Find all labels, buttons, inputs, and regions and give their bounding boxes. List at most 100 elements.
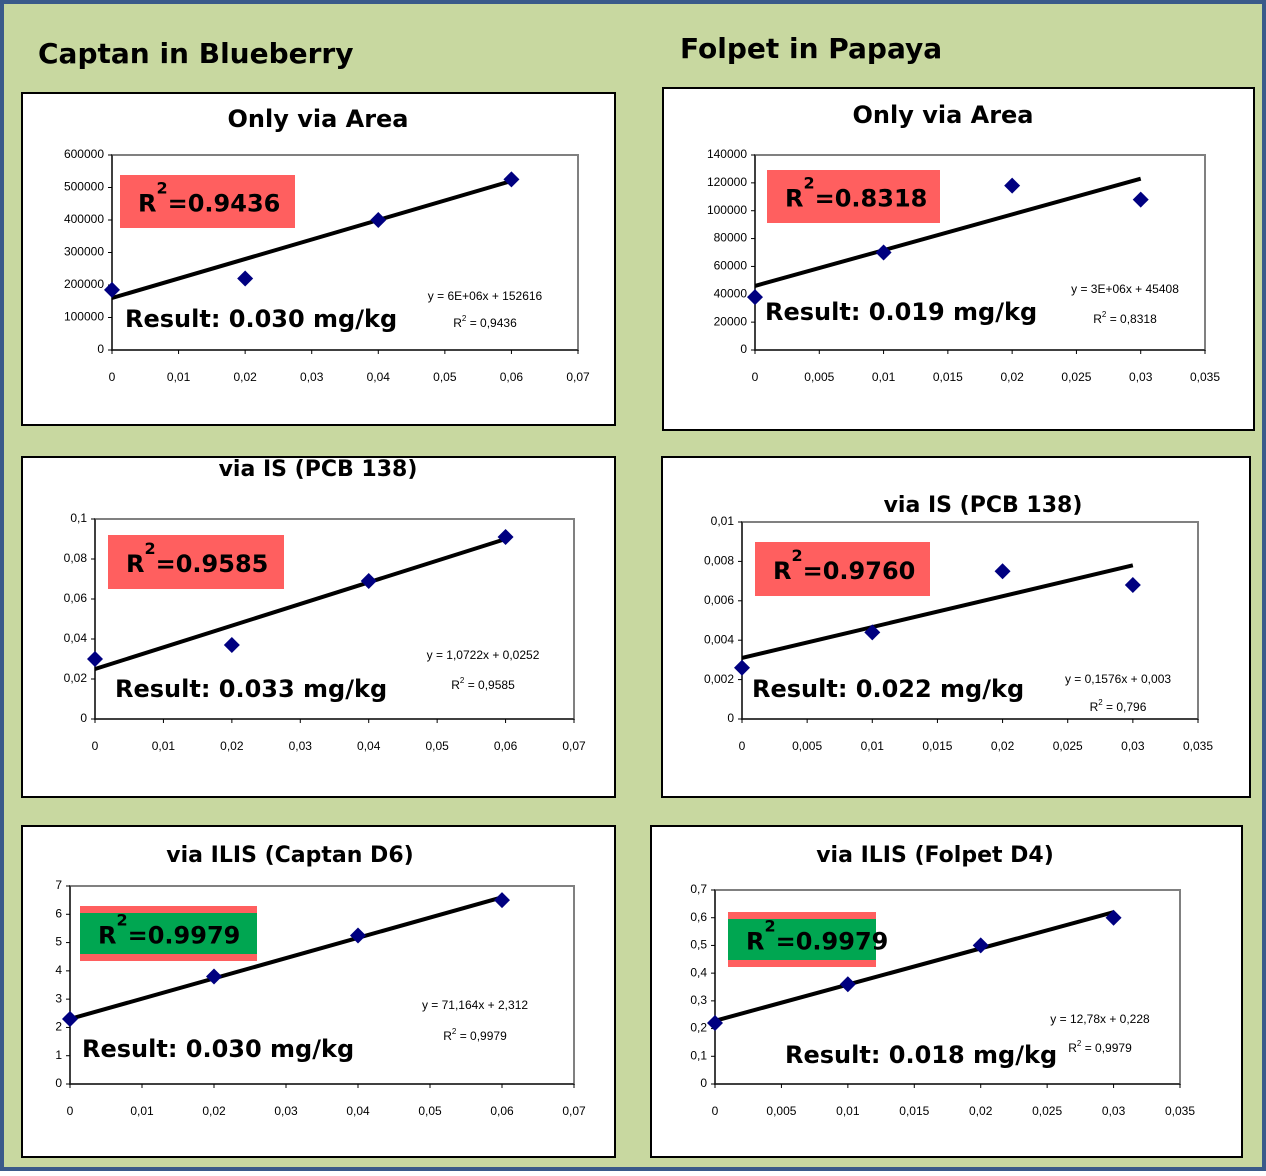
y-tick-label: 3 — [55, 991, 62, 1005]
x-tick-label: 0,06 — [500, 370, 524, 384]
data-point — [1124, 577, 1141, 594]
x-tick-label: 0,03 — [274, 1104, 298, 1118]
data-point — [707, 1015, 723, 1032]
r2-box-inner — [728, 919, 876, 960]
data-point — [734, 659, 750, 676]
r2-label-base: R — [443, 1029, 452, 1043]
y-tick-label: 0 — [727, 711, 734, 725]
equation: y = 12,78x + 0,228 — [1050, 1012, 1150, 1026]
x-tick-label: 0,005 — [792, 739, 822, 753]
chart-title: via ILIS (Folpet D4) — [816, 843, 1054, 868]
r2-box-sup: 2 — [116, 911, 127, 930]
x-tick-label: 0,025 — [1032, 1104, 1062, 1118]
data-point — [864, 624, 881, 641]
x-tick-label: 0 — [739, 739, 746, 753]
x-tick-label: 0,03 — [289, 739, 313, 753]
data-point — [972, 937, 989, 954]
x-tick-label: 0,025 — [1053, 739, 1083, 753]
x-tick-label: 0,06 — [494, 739, 518, 753]
r2-label-rest: = 0,9585 — [464, 678, 515, 692]
r2-label-rest: = 0,9979 — [1081, 1041, 1132, 1055]
r2-box-rest: =0.9979 — [128, 922, 241, 950]
x-tick-label: 0,03 — [1121, 739, 1145, 753]
r2-box-text: R2=0.9436 — [138, 179, 280, 218]
y-tick-label: 7 — [55, 878, 62, 892]
r2-label: R2 = 0,8318 — [1093, 310, 1157, 326]
x-tick-label: 0,05 — [425, 739, 449, 753]
y-tick-label: 0 — [700, 1076, 707, 1090]
x-tick-label: 0,07 — [562, 1104, 586, 1118]
chart-title: via ILIS (Captan D6) — [166, 843, 413, 868]
x-tick-label: 0,02 — [969, 1104, 993, 1118]
r2-label: R2 = 0,9585 — [451, 676, 515, 692]
x-tick-label: 0,02 — [233, 370, 257, 384]
y-tick-label: 120000 — [707, 175, 747, 189]
data-point — [994, 563, 1011, 580]
r2-label: R2 = 0,9979 — [1068, 1039, 1132, 1055]
y-tick-label: 80000 — [714, 231, 748, 245]
x-tick-label: 0,02 — [991, 739, 1015, 753]
y-tick-label: 140000 — [707, 147, 747, 161]
data-point — [360, 573, 377, 589]
data-point — [87, 651, 103, 667]
trendline — [111, 179, 512, 300]
y-tick-label: 0,02 — [64, 671, 88, 685]
y-tick-label: 0,6 — [690, 910, 707, 924]
y-tick-label: 2 — [55, 1020, 62, 1034]
x-tick-label: 0,04 — [367, 370, 391, 384]
r2-label-base: R — [1093, 312, 1102, 326]
y-tick-label: 60000 — [714, 259, 748, 273]
r2-box-base: R — [126, 550, 144, 578]
data-point — [494, 892, 510, 909]
r2-box-sup: 2 — [764, 917, 775, 936]
x-tick-label: 0,015 — [933, 370, 963, 384]
r2-label: R2 = 0,9979 — [443, 1027, 507, 1043]
x-tick-label: 0,025 — [1061, 370, 1091, 384]
y-tick-label: 0,06 — [64, 591, 88, 605]
equation: y = 3E+06x + 45408 — [1071, 282, 1179, 296]
chart-panel — [21, 92, 616, 426]
chart-title: Only via Area — [227, 105, 408, 133]
r2-box-inner — [80, 913, 257, 954]
trendline — [69, 895, 503, 1021]
x-tick-label: 0 — [752, 370, 759, 384]
r2-box-rest: =0.9585 — [156, 550, 269, 578]
r2-box-rest: =0.9979 — [776, 928, 889, 956]
y-tick-label: 0,004 — [704, 632, 734, 646]
r2-box-base: R — [773, 557, 791, 585]
r2-box-text: R2=0.9760 — [773, 546, 915, 585]
chart-panel — [21, 825, 616, 1158]
x-tick-label: 0,05 — [433, 370, 457, 384]
x-tick-label: 0,01 — [872, 370, 896, 384]
x-tick-label: 0,04 — [346, 1104, 370, 1118]
y-tick-label: 600000 — [64, 147, 104, 161]
r2-box-text: R2=0.8318 — [785, 174, 927, 213]
trendline — [714, 910, 1115, 1023]
y-tick-label: 0,7 — [690, 882, 707, 896]
x-tick-label: 0,005 — [804, 370, 834, 384]
r2-label-rest: = 0,796 — [1103, 700, 1147, 714]
x-tick-label: 0,035 — [1183, 739, 1213, 753]
data-point — [350, 927, 366, 944]
r2-label: R2 = 0,796 — [1090, 698, 1147, 714]
data-point — [503, 171, 520, 188]
y-tick-label: 5 — [55, 935, 62, 949]
x-tick-label: 0 — [67, 1104, 74, 1118]
y-tick-label: 100000 — [707, 203, 747, 217]
r2-label-base: R — [453, 316, 462, 330]
equation: y = 71,164x + 2,312 — [422, 998, 528, 1012]
r2-box-sup: 2 — [156, 179, 167, 198]
r2-box-rest: =0.9436 — [168, 190, 281, 218]
r2-box-rest: =0.9760 — [803, 557, 916, 585]
y-tick-label: 6 — [55, 906, 62, 920]
y-tick-label: 0,1 — [70, 511, 87, 525]
r2-box-base: R — [746, 928, 764, 956]
x-tick-label: 0,01 — [861, 739, 885, 753]
r2-label-sup: 2 — [1102, 310, 1107, 319]
x-tick-label: 0,03 — [1129, 370, 1153, 384]
y-tick-label: 40000 — [714, 286, 748, 300]
x-tick-label: 0,015 — [899, 1104, 929, 1118]
r2-box-sup: 2 — [803, 174, 814, 193]
r2-box-base: R — [138, 190, 156, 218]
r2-label-sup: 2 — [452, 1027, 457, 1036]
